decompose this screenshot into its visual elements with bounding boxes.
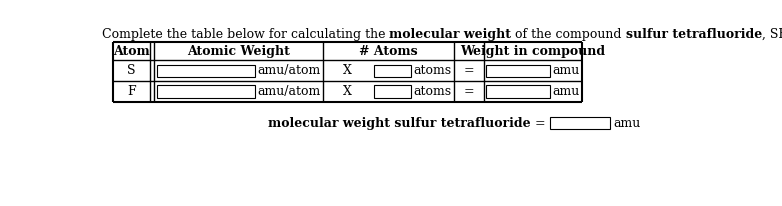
Text: amu/atom: amu/atom	[257, 64, 320, 77]
Text: Weight in compound: Weight in compound	[461, 45, 605, 58]
Text: molecular weight sulfur tetrafluoride: molecular weight sulfur tetrafluoride	[268, 117, 531, 130]
Bar	[550, 117, 610, 129]
Text: # Atoms: # Atoms	[359, 45, 418, 58]
Text: =: =	[531, 117, 550, 130]
Text: amu: amu	[553, 85, 579, 98]
Bar	[375, 64, 411, 77]
Text: amu/atom: amu/atom	[257, 85, 320, 98]
Text: Complete the table below for calculating the: Complete the table below for calculating…	[102, 28, 389, 41]
Bar	[156, 85, 255, 98]
Bar	[486, 85, 551, 98]
Text: =: =	[464, 64, 475, 77]
Bar	[486, 64, 551, 77]
Text: Atom: Atom	[113, 45, 150, 58]
Text: X: X	[343, 64, 352, 77]
Bar	[375, 85, 411, 98]
Text: atoms: atoms	[414, 64, 452, 77]
Text: atoms: atoms	[414, 85, 452, 98]
Text: amu: amu	[553, 64, 579, 77]
Text: of the compound: of the compound	[511, 28, 626, 41]
Text: Atomic Weight: Atomic Weight	[187, 45, 290, 58]
Text: sulfur tetrafluoride: sulfur tetrafluoride	[626, 28, 762, 41]
Text: X: X	[343, 85, 352, 98]
Text: =: =	[464, 85, 475, 98]
Text: molecular weight: molecular weight	[389, 28, 511, 41]
Text: S: S	[127, 64, 136, 77]
Text: amu: amu	[613, 117, 640, 130]
Text: F: F	[127, 85, 136, 98]
Bar	[156, 64, 255, 77]
Text: , SF: , SF	[762, 28, 782, 41]
